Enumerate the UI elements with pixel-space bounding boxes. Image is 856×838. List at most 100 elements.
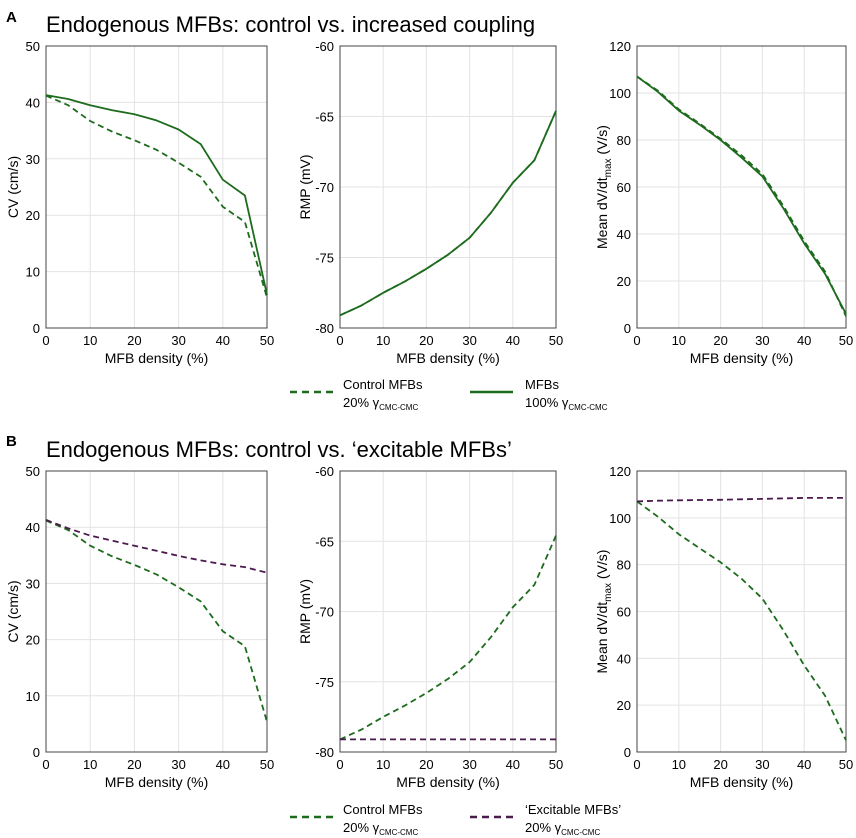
y-tick-label: 20 (26, 633, 40, 648)
x-tick-label: 0 (336, 333, 343, 348)
y-tick-label: 0 (624, 321, 631, 336)
x-tick-label: 30 (171, 333, 185, 348)
x-tick-label: 30 (171, 757, 185, 772)
series-line-2 (339, 110, 557, 317)
y-tick-label: -65 (315, 110, 334, 125)
y-tick-label: -75 (315, 675, 334, 690)
x-axis-label: MFB density (%) (396, 350, 499, 366)
y-tick-label: 10 (26, 689, 40, 704)
chart-a3: 0 10 20 30 40 50 0 20 40 60 80 100 120 MFB density (%… (594, 39, 853, 366)
y-tick-label: 50 (26, 464, 40, 479)
y-tick-label: 100 (609, 86, 631, 101)
y-tick-label: -65 (315, 534, 334, 549)
x-tick-label: 20 (713, 333, 727, 348)
x-tick-label: 10 (376, 333, 390, 348)
y-axis-label: Mean dV/dtmax (V/s) (594, 125, 614, 249)
x-tick-label: 50 (260, 333, 274, 348)
y-tick-label: 20 (617, 274, 631, 289)
y-axis-label: Mean dV/dtmax (V/s) (594, 550, 614, 674)
y-tick-label: 10 (26, 265, 40, 280)
chart-a1: 0 10 20 30 40 50 0 10 20 30 40 50 MFB density (%) CV … (5, 39, 274, 366)
x-tick-label: 30 (462, 757, 476, 772)
y-axis-label: RMP (mV) (297, 154, 313, 219)
y-tick-label: 40 (617, 227, 631, 242)
x-tick-label: 10 (672, 333, 686, 348)
y-tick-label: 0 (33, 745, 40, 760)
y-tick-label: 60 (617, 180, 631, 195)
x-axis-label: MFB density (%) (105, 350, 208, 366)
x-tick-label: 0 (42, 333, 49, 348)
axes-frame (45, 470, 268, 753)
y-tick-label: -60 (315, 39, 334, 54)
x-tick-label: 50 (839, 333, 853, 348)
x-tick-label: 50 (260, 757, 274, 772)
y-tick-label: -80 (315, 745, 334, 760)
x-tick-label: 10 (376, 757, 390, 772)
y-tick-label: 40 (617, 651, 631, 666)
y-tick-label: -70 (315, 180, 334, 195)
y-tick-label: 0 (33, 321, 40, 336)
x-axis-label: MFB density (%) (690, 350, 793, 366)
x-tick-label: 40 (216, 333, 230, 348)
y-axis-label: CV (cm/s) (5, 580, 21, 642)
panel-title-a: Endogenous MFBs: control vs. increased c… (46, 12, 535, 37)
y-tick-label: -70 (315, 605, 334, 620)
series-line-1 (636, 75, 847, 317)
axes-frame (339, 45, 557, 329)
x-tick-label: 40 (506, 757, 520, 772)
y-tick-label: -75 (315, 251, 334, 266)
y-tick-label: 40 (26, 520, 40, 535)
x-tick-label: 0 (633, 757, 640, 772)
y-tick-label: 60 (617, 605, 631, 620)
y-tick-label: 20 (26, 208, 40, 223)
legend-a-item-1-label: Control MFBs (343, 377, 423, 392)
legend-a-item-2-coupling: 100% γCMC-CMC (525, 395, 608, 412)
x-tick-label: 0 (633, 333, 640, 348)
y-tick-label: 0 (624, 745, 631, 760)
chart-b3: 0 10 20 30 40 50 0 20 40 60 80 100 120 MFB density (%… (594, 464, 853, 790)
x-tick-label: 30 (755, 757, 769, 772)
x-tick-label: 30 (755, 333, 769, 348)
x-axis-label: MFB density (%) (105, 774, 208, 790)
series-line-1 (636, 500, 847, 741)
y-tick-label: 30 (26, 576, 40, 591)
chart-b1: 0 10 20 30 40 50 0 10 20 30 40 50 MFB density (%) CV … (5, 464, 274, 790)
x-axis-label: MFB density (%) (396, 774, 499, 790)
series-line-1 (339, 535, 557, 741)
legend-b-item-2-label: ‘Excitable MFBs’ (525, 802, 621, 817)
y-tick-label: 120 (609, 464, 631, 479)
legend-b-item-2-coupling: 20% γCMC-CMC (525, 820, 600, 837)
panel-letter-a: A (6, 9, 17, 26)
series-line-1 (45, 94, 268, 298)
series-line-2 (636, 75, 847, 315)
x-tick-label: 40 (797, 333, 811, 348)
x-tick-label: 30 (462, 333, 476, 348)
y-axis-label: RMP (mV) (297, 579, 313, 644)
axes-frame (636, 45, 847, 329)
legend-a: Control MFBs 20% γCMC-CMC MFBs 100% γCMC… (290, 377, 608, 412)
x-tick-label: 40 (216, 757, 230, 772)
x-tick-label: 50 (549, 757, 563, 772)
y-tick-label: 40 (26, 95, 40, 110)
x-tick-label: 20 (419, 757, 433, 772)
panel-title-b: Endogenous MFBs: control vs. ‘excitable … (46, 437, 512, 462)
axes-frame (636, 470, 847, 753)
y-tick-label: -60 (315, 464, 334, 479)
x-tick-label: 20 (713, 757, 727, 772)
x-tick-label: 50 (839, 757, 853, 772)
legend-a-item-2-label: MFBs (525, 377, 559, 392)
axes-frame (45, 45, 268, 329)
axes-frame (339, 470, 557, 753)
y-tick-label: 80 (617, 558, 631, 573)
y-tick-label: -80 (315, 321, 334, 336)
series-line-1 (45, 519, 268, 722)
x-tick-label: 10 (83, 333, 97, 348)
x-tick-label: 10 (672, 757, 686, 772)
chart-b2: 0 10 20 30 40 50 -80 -75 -70 -65 -60 MFB density (%… (297, 464, 563, 790)
x-tick-label: 40 (797, 757, 811, 772)
x-tick-label: 0 (336, 757, 343, 772)
series-line-2 (45, 94, 268, 295)
legend-b-item-1-label: Control MFBs (343, 802, 423, 817)
x-tick-label: 40 (506, 333, 520, 348)
